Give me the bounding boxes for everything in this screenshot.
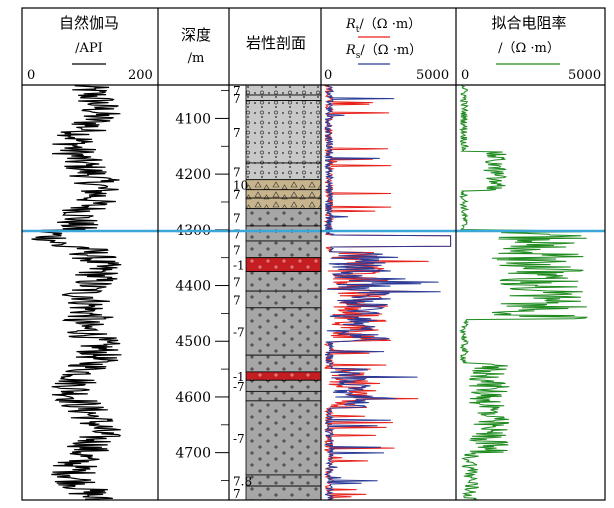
depth-label: 4400 [175,279,211,295]
gr-max: 200 [128,68,153,83]
lith-layer-10 [245,257,322,273]
rt-label: Rt/（Ω ·m） [345,17,421,35]
lith-layer-6 [245,197,322,210]
gr-curve [31,84,122,501]
depth-label: 4600 [175,390,211,406]
lith-layer-0 [245,84,322,96]
res-min: 0 [324,68,332,83]
lith-layer-3 [245,162,322,181]
lith-layer-9 [245,240,322,259]
fit-curve [458,84,588,501]
lith-layer-15 [245,371,322,381]
plot-layer: 7777107777-177-7-1-7-77.8741004200430044… [21,7,606,501]
gr-unit: /API [75,41,103,56]
rs-unit: /（Ω ·m） [360,43,422,58]
lith-label-19: 7.8 [233,475,252,489]
lith-label-7: 7 [233,211,241,225]
lith-label-4: 10 [233,179,248,193]
lith-layer-17 [245,390,322,402]
lith-label-0: 7 [233,84,241,98]
res-max: 5000 [416,68,449,83]
gr-title: 自然伽马 [59,14,119,32]
lith-label-10: -1 [233,259,245,273]
lith-label-16: -7 [233,380,245,394]
lith-label-11: 7 [233,275,241,289]
lith-label-9: 7 [233,243,241,257]
rt-unit: /（Ω ·m） [359,17,421,32]
lith-label-3: 7 [233,165,241,179]
fit-unit: /（Ω ·m） [498,41,560,56]
lith-layer-14 [245,354,322,373]
rs-symbol: R [345,43,356,58]
depth-label: 4500 [175,334,211,350]
rt-subscript: t [356,25,360,35]
lith-layer-11 [245,271,322,292]
lith-label-1: 7 [233,92,241,106]
lith-layer-13 [245,307,322,356]
lith-layer-19 [245,474,322,487]
lith-layer-2 [245,100,322,164]
lith-label-5: 7 [233,188,241,202]
frame [21,7,606,501]
lith-label-12: 7 [233,293,241,307]
fit-min: 0 [461,68,469,83]
depth-title: 深度 [181,26,211,44]
depth-label: 4200 [175,167,211,183]
lith-layer-18 [245,400,322,476]
lith-label-8: 7 [233,227,241,241]
fit-title: 拟合电阻率 [491,14,566,32]
depth-unit: /m [188,51,205,66]
lith-layer-12 [245,290,322,309]
gr-min: 0 [27,68,35,83]
rs-label: Rs/（Ω ·m） [345,43,422,61]
lith-layer-16 [245,379,322,392]
depth-label: 4100 [175,111,211,127]
rt-symbol: R [345,17,356,32]
lith-layer-7 [245,208,322,227]
lith-label-18: -7 [233,432,245,446]
lith-label-20: 7 [233,487,241,501]
fit-max: 5000 [568,68,601,83]
lith-label-2: 7 [233,126,241,140]
lith-layer-8 [245,225,322,242]
rs-curve [323,84,452,501]
lith-title: 岩性剖面 [246,34,306,52]
lith-label-15: -1 [233,370,245,384]
lith-layer-5 [245,189,322,199]
depth-label: 4700 [175,446,211,462]
lith-layer-20 [245,485,322,501]
lith-layer-4 [245,179,322,191]
lith-layer-1 [245,94,322,101]
rs-subscript: s [356,51,361,61]
lith-label-13: -7 [233,325,245,339]
